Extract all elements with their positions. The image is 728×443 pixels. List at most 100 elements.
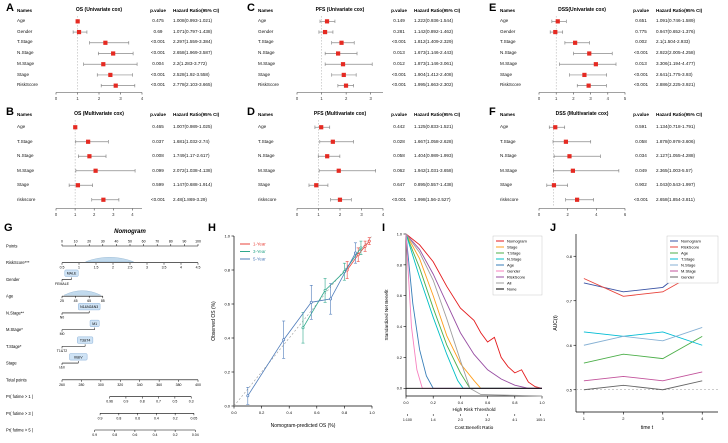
svg-text:M.Stage*: M.Stage* bbox=[6, 327, 23, 332]
column-header-pvalue: p.value bbox=[150, 112, 166, 117]
forest-row-pvalue: 0.475 bbox=[152, 18, 164, 23]
forest-row-hazard-ratio: 1.749(1.17-2.617) bbox=[173, 153, 210, 158]
forest-row-pvalue: 0.008 bbox=[152, 153, 164, 158]
svg-text:MALE: MALE bbox=[67, 272, 77, 276]
forest-row-pvalue: 0.775 bbox=[635, 28, 647, 34]
forest-row-pvalue: 0.013 bbox=[393, 50, 405, 56]
panel-title: DSS(Univariate cox) bbox=[558, 7, 606, 13]
forest-row-pvalue: <0.001 bbox=[150, 196, 166, 202]
svg-text:Nomogram: Nomogram bbox=[114, 229, 146, 235]
svg-text:6: 6 bbox=[624, 212, 627, 217]
panel-nomogram: G Nomogram Points 0 10 20 30 40 50 60 70 80 90 100 Ri… bbox=[4, 222, 204, 438]
forest-plot: 0 2 4 6 bbox=[538, 120, 627, 217]
forest-row-pvalue: 0.058 bbox=[393, 153, 405, 158]
svg-text:None: None bbox=[507, 286, 517, 291]
svg-text:90: 90 bbox=[182, 240, 186, 244]
svg-text:N.Stage**: N.Stage** bbox=[6, 310, 24, 315]
svg-text:0.4: 0.4 bbox=[397, 325, 402, 329]
forest-row-name: Stage bbox=[500, 182, 513, 187]
nomogram-chart: Nomogram Points 0 10 20 30 40 50 60 70 80 90 100 Risk… bbox=[4, 224, 204, 438]
svg-text:0.5: 0.5 bbox=[566, 387, 572, 392]
forest-plot: 0 1 2 3 4 bbox=[296, 120, 385, 217]
forest-row-hazard-ratio: 2.127(1.055-4.288) bbox=[656, 153, 696, 158]
svg-text:1: 1 bbox=[78, 266, 80, 270]
svg-text:Nomogram: Nomogram bbox=[507, 238, 527, 243]
svg-text:0.8: 0.8 bbox=[112, 433, 117, 437]
column-header-names: Names bbox=[500, 112, 516, 117]
panel-letter-i: I bbox=[382, 222, 386, 234]
forest-row-name: M.Stage bbox=[500, 60, 518, 66]
forest-row-pvalue: 0.034 bbox=[635, 153, 647, 158]
svg-text:0.8: 0.8 bbox=[116, 416, 121, 420]
svg-text:0.8: 0.8 bbox=[342, 410, 348, 415]
panel-letter-c: C bbox=[247, 2, 255, 14]
svg-text:1:100: 1:100 bbox=[403, 418, 412, 422]
svg-text:Nomogram-predicted OS (%): Nomogram-predicted OS (%) bbox=[271, 423, 336, 429]
forest-row-name: N.Stage bbox=[17, 50, 34, 56]
panel-os-univariate-forest: A Names OS (Univariate cox) p.value Haza… bbox=[6, 2, 238, 104]
forest-row-name: N.Stage bbox=[17, 153, 34, 158]
svg-text:Age: Age bbox=[6, 294, 14, 299]
svg-text:0.6: 0.6 bbox=[397, 294, 402, 298]
svg-text:Age: Age bbox=[681, 250, 689, 255]
svg-text:0.2: 0.2 bbox=[259, 410, 265, 415]
svg-text:0.4: 0.4 bbox=[458, 401, 463, 405]
svg-text:0.0: 0.0 bbox=[403, 401, 408, 405]
forest-row-name: Gender bbox=[258, 28, 274, 34]
svg-text:0.2: 0.2 bbox=[397, 356, 402, 360]
svg-text:M1: M1 bbox=[92, 322, 97, 326]
svg-text:1:4: 1:4 bbox=[431, 418, 436, 422]
forest-row-hazard-ratio: 2.1(1.504-2.933) bbox=[656, 39, 690, 45]
svg-text:RiskScore: RiskScore bbox=[681, 244, 700, 249]
svg-text:0.6: 0.6 bbox=[135, 416, 140, 420]
forest-row-pvalue: 0.004 bbox=[152, 60, 164, 66]
svg-text:3.5: 3.5 bbox=[162, 266, 167, 270]
svg-text:0.6: 0.6 bbox=[132, 433, 137, 437]
forest-row-name: M.Stage bbox=[500, 167, 518, 173]
calibration-svg: 0.00.0 0.2 0.2 0.4 0.4 0.6 0.6 0.8 0.8 1.0 1.0 1-Ye… bbox=[211, 234, 376, 430]
svg-text:3: 3 bbox=[119, 96, 122, 101]
svg-text:4: 4 bbox=[141, 96, 144, 101]
svg-text:45: 45 bbox=[74, 299, 78, 303]
svg-text:0: 0 bbox=[55, 96, 58, 101]
forest-row-pvalue: 0.902 bbox=[635, 182, 647, 187]
svg-text:0.8: 0.8 bbox=[140, 400, 145, 404]
forest-row-name: Gender bbox=[500, 28, 516, 34]
svg-text:0.7: 0.7 bbox=[156, 400, 161, 404]
svg-text:1: 1 bbox=[555, 96, 558, 101]
panel-dss-univariate-forest: E Names DSS(Univariate cox) p.value Haza… bbox=[489, 2, 722, 104]
svg-text:Pr( futime > 1 ): Pr( futime > 1 ) bbox=[6, 394, 34, 399]
svg-text:2: 2 bbox=[339, 212, 342, 217]
svg-text:0.04: 0.04 bbox=[192, 433, 199, 437]
svg-text:Stage: Stage bbox=[507, 244, 518, 249]
panel-letter-a: A bbox=[6, 2, 14, 14]
svg-text:80: 80 bbox=[169, 240, 173, 244]
svg-text:3: 3 bbox=[370, 96, 373, 101]
forest-row-pvalue: <0.001 bbox=[391, 196, 407, 202]
forest-row-name: M.Stage bbox=[258, 60, 276, 66]
svg-text:60: 60 bbox=[142, 240, 146, 244]
svg-text:0.6: 0.6 bbox=[485, 401, 490, 405]
svg-text:4: 4 bbox=[382, 212, 385, 217]
forest-row-name: riskscore bbox=[500, 196, 519, 202]
column-header-pvalue: p.value bbox=[633, 112, 649, 117]
forest-row-hazard-ratio: 2.641(1.775-3.93) bbox=[656, 71, 693, 77]
svg-text:360: 360 bbox=[156, 383, 162, 387]
forest-row-name: T.Stage bbox=[17, 39, 33, 45]
forest-row-name: Stage bbox=[500, 71, 513, 77]
svg-text:1: 1 bbox=[317, 212, 320, 217]
svg-text:70: 70 bbox=[155, 240, 159, 244]
forest-row-pvalue: 0.651 bbox=[635, 18, 647, 23]
svg-text:Pr( futime > 5 ): Pr( futime > 5 ) bbox=[6, 428, 34, 433]
svg-text:Observed OS (%): Observed OS (%) bbox=[211, 301, 217, 341]
svg-text:3: 3 bbox=[112, 212, 115, 217]
forest-row-name: Stage bbox=[258, 182, 271, 187]
svg-text:N1&N2&N3: N1&N2&N3 bbox=[80, 305, 98, 309]
forest-row-hazard-ratio: 1.071(0.797-1.438) bbox=[173, 28, 213, 34]
svg-text:340: 340 bbox=[137, 383, 143, 387]
svg-text:0.8: 0.8 bbox=[224, 268, 230, 273]
panel-letter-b: B bbox=[6, 106, 14, 118]
forest-row-pvalue: 0.099 bbox=[152, 167, 164, 173]
svg-text:1: 1 bbox=[74, 212, 77, 217]
forest-row-pvalue: 0.058 bbox=[635, 138, 647, 144]
